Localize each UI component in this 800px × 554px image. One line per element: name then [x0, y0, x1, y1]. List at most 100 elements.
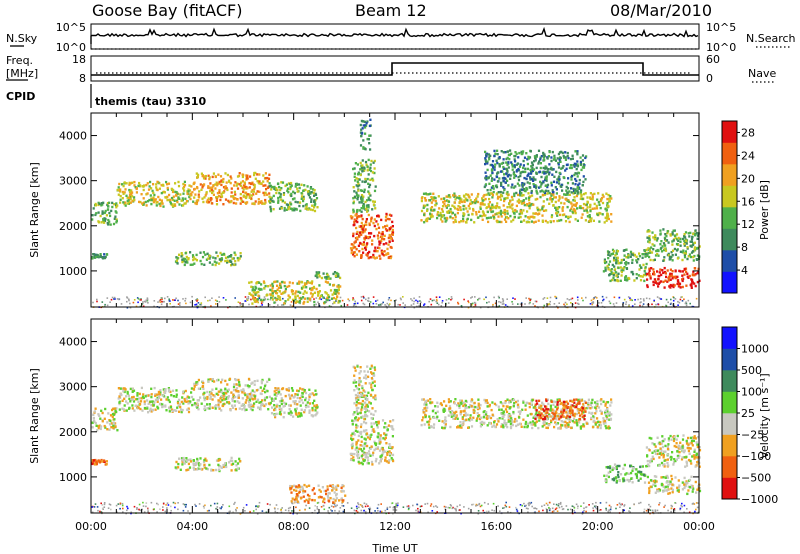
power-echo-pixel [107, 218, 110, 222]
velocity-ground-pixel [334, 505, 336, 507]
velocity-ground-pixel [203, 507, 205, 509]
power-echo-pixel [470, 218, 473, 222]
power-echo-pixel [657, 282, 660, 285]
power-ground-pixel [174, 299, 176, 301]
power-echo-pixel [614, 254, 617, 257]
velocity-echo-pixel [315, 412, 318, 416]
velocity-ground-pixel [519, 504, 522, 506]
velocity-ground-pixel [101, 507, 104, 510]
velocity-echo-pixel [116, 429, 119, 432]
power-echo-pixel [270, 185, 273, 189]
power-ground-pixel [467, 306, 470, 309]
power-echo-pixel [388, 213, 391, 217]
power-echo-pixel [654, 281, 657, 284]
velocity-ground-pixel [670, 510, 672, 513]
power-echo-pixel [551, 168, 554, 171]
velocity-echo-pixel [296, 403, 299, 406]
power-echo-pixel [430, 209, 433, 212]
power-ground-pixel [110, 298, 113, 301]
power-echo-pixel [269, 288, 272, 292]
power-echo-pixel [303, 290, 306, 293]
power-echo-pixel [150, 198, 153, 202]
power-ground-pixel [372, 296, 375, 298]
power-echo-pixel [380, 237, 384, 240]
power-echo-pixel [294, 295, 297, 298]
velocity-echo-pixel [161, 403, 164, 406]
power-echo-pixel [502, 167, 506, 170]
power-echo-pixel [569, 215, 572, 218]
power-echo-pixel [530, 220, 534, 223]
power-echo-pixel [364, 246, 367, 250]
velocity-echo-pixel [221, 399, 224, 402]
velocity-echo-pixel [147, 411, 150, 414]
velocity-echo-pixel [280, 409, 283, 412]
power-echo-pixel [543, 172, 546, 175]
power-echo-pixel [118, 189, 121, 192]
velocity-ground-pixel [619, 506, 621, 508]
velocity-echo-pixel [109, 419, 112, 423]
power-echo-pixel [364, 160, 368, 164]
velocity-echo-pixel [308, 395, 311, 399]
power-echo-pixel [627, 254, 630, 257]
power-echo-pixel [238, 183, 241, 186]
velocity-echo-pixel [273, 393, 276, 396]
power-echo-pixel [545, 179, 548, 182]
power-echo-pixel [562, 154, 565, 158]
power-ground-pixel [163, 300, 165, 303]
power-ground-pixel [209, 299, 211, 302]
velocity-echo-pixel [250, 403, 253, 406]
velocity-echo-pixel [126, 390, 129, 394]
velocity-echo-pixel [114, 407, 117, 410]
power-echo-pixel [166, 186, 169, 190]
power-ground-pixel [166, 296, 169, 298]
power-echo-pixel [373, 234, 376, 238]
power-ground-pixel [627, 296, 630, 298]
velocity-ground-pixel [471, 503, 473, 506]
velocity-ground-pixel [582, 502, 585, 504]
velocity-echo-pixel [206, 390, 209, 394]
velocity-echo-pixel [308, 394, 311, 397]
power-echo-pixel [302, 195, 305, 199]
power-ground-pixel [388, 304, 390, 307]
power-echo-pixel [576, 207, 579, 210]
power-echo-pixel [579, 205, 582, 208]
power-echo-pixel [281, 181, 285, 184]
velocity-echo-pixel [112, 426, 115, 430]
power-echo-pixel [264, 284, 267, 288]
power-ylabel: Slant Range [km] [28, 162, 41, 258]
power-echo-pixel [445, 195, 448, 198]
velocity-echo-pixel [260, 401, 263, 404]
power-echo-pixel [652, 248, 655, 251]
power-echo-pixel [211, 186, 214, 189]
velocity-echo-pixel [171, 409, 174, 413]
velocity-ground-pixel [374, 510, 376, 512]
velocity-echo-pixel [203, 458, 206, 462]
velocity-ground-pixel [609, 508, 612, 511]
power-echo-pixel [187, 190, 190, 193]
power-echo-pixel [633, 279, 636, 282]
power-echo-pixel [207, 185, 210, 188]
power-ground-pixel [410, 304, 413, 306]
power-echo-pixel [325, 292, 328, 295]
power-echo-pixel [193, 262, 196, 265]
power-ground-pixel [144, 301, 147, 303]
power-ground-pixel [512, 297, 514, 299]
velocity-echo-pixel [98, 461, 102, 464]
power-echo-pixel [441, 208, 444, 211]
power-ground-pixel [200, 304, 203, 306]
power-echo-pixel [441, 205, 445, 208]
freq-tick-top: 18 [72, 53, 86, 66]
velocity-echo-pixel [187, 402, 190, 405]
power-echo-pixel [463, 199, 466, 202]
power-echo-pixel [106, 203, 109, 207]
power-echo-pixel [368, 134, 371, 137]
power-echo-pixel [275, 298, 278, 302]
velocity-echo-pixel [254, 397, 257, 400]
velocity-ground-pixel [138, 503, 141, 506]
power-ground-pixel [628, 304, 630, 306]
power-ground-pixel [471, 296, 473, 298]
power-echo-pixel [311, 288, 314, 291]
velocity-echo-pixel [235, 464, 238, 467]
power-echo-pixel [489, 188, 492, 192]
velocity-echo-pixel [205, 467, 208, 470]
